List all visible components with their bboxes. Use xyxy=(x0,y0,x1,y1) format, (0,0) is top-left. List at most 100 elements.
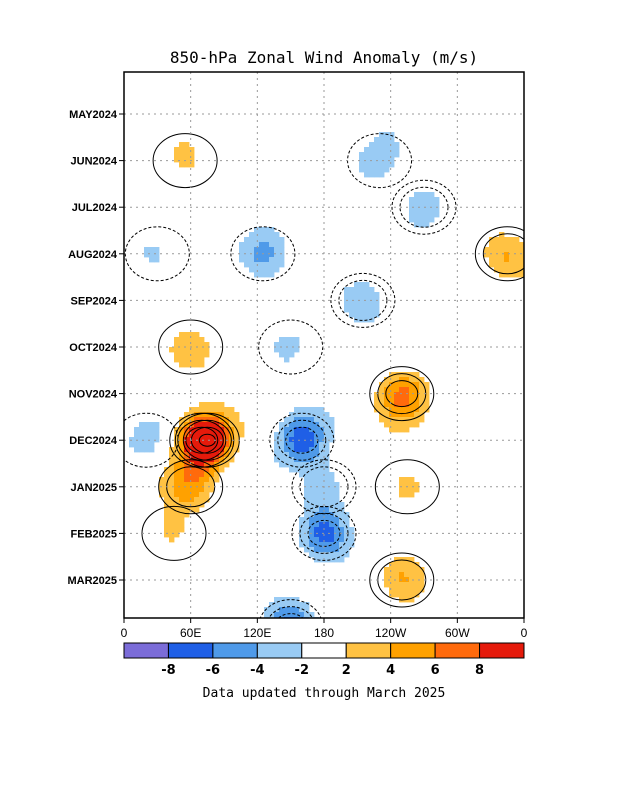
anomaly-cell xyxy=(184,152,190,158)
anomaly-cell xyxy=(274,262,280,268)
anomaly-cell xyxy=(314,407,320,413)
anomaly-cell xyxy=(319,527,325,533)
anomaly-cell xyxy=(404,592,410,598)
anomaly-cell xyxy=(354,287,360,293)
anomaly-cell xyxy=(234,447,240,453)
anomaly-cell xyxy=(264,227,270,233)
anomaly-cell xyxy=(394,392,400,398)
anomaly-cell xyxy=(344,297,350,303)
anomaly-cell xyxy=(249,262,255,268)
anomaly-cell xyxy=(279,237,285,243)
anomaly-cell xyxy=(389,412,395,418)
anomaly-cell xyxy=(374,162,380,168)
anomaly-cell xyxy=(404,557,410,563)
anomaly-cell xyxy=(364,157,370,163)
anomaly-cell xyxy=(309,512,315,518)
anomaly-cell xyxy=(214,447,220,453)
anomaly-cell xyxy=(289,432,295,438)
contour-line xyxy=(230,226,296,282)
anomaly-cell xyxy=(384,412,390,418)
anomaly-cell xyxy=(419,202,425,208)
anomaly-cell xyxy=(264,237,270,243)
anomaly-cell xyxy=(209,417,215,423)
anomaly-cell xyxy=(284,457,290,463)
anomaly-cell xyxy=(329,492,335,498)
anomaly-cell xyxy=(314,457,320,463)
anomaly-cell xyxy=(279,247,285,253)
anomaly-cell xyxy=(184,512,190,518)
anomaly-cell xyxy=(304,502,310,508)
anomaly-cell xyxy=(504,237,510,243)
anomaly-cell xyxy=(329,487,335,493)
anomaly-cell xyxy=(374,302,380,308)
anomaly-cell xyxy=(204,447,210,453)
anomaly-cell xyxy=(304,492,310,498)
anomaly-cell xyxy=(354,302,360,308)
anomaly-cell xyxy=(324,517,330,523)
anomaly-cell xyxy=(324,557,330,563)
anomaly-cell xyxy=(389,392,395,398)
anomaly-cell xyxy=(389,407,395,413)
anomaly-cell xyxy=(304,477,310,483)
anomaly-cell xyxy=(149,437,155,443)
anomaly-cell xyxy=(399,477,405,483)
anomaly-cell xyxy=(354,312,360,318)
anomaly-cell xyxy=(389,402,395,408)
anomaly-cell xyxy=(404,377,410,383)
anomaly-cell xyxy=(409,197,415,203)
anomaly-cell xyxy=(349,307,355,313)
anomaly-cell xyxy=(169,522,175,528)
anomaly-cell xyxy=(274,242,280,248)
anomaly-cell xyxy=(219,412,225,418)
anomaly-cell xyxy=(164,527,170,533)
anomaly-cell xyxy=(304,407,310,413)
anomaly-cell xyxy=(364,302,370,308)
anomaly-cell xyxy=(294,342,300,348)
anomaly-cell xyxy=(344,512,350,518)
anomaly-cell xyxy=(169,507,175,513)
anomaly-cell xyxy=(294,427,300,433)
anomaly-cell xyxy=(289,462,295,468)
anomaly-cell xyxy=(329,522,335,528)
anomaly-cell xyxy=(209,452,215,458)
anomaly-cell xyxy=(294,607,300,613)
anomaly-cell xyxy=(509,267,515,273)
anomaly-cell xyxy=(199,337,205,343)
anomaly-cell xyxy=(174,507,180,513)
anomaly-cell xyxy=(219,417,225,423)
anomaly-cell xyxy=(259,252,265,258)
anomaly-cell xyxy=(399,492,405,498)
anomaly-cell xyxy=(164,532,170,538)
anomaly-cell xyxy=(379,407,385,413)
anomaly-cell xyxy=(494,247,500,253)
anomaly-cell xyxy=(159,492,165,498)
anomaly-cell xyxy=(174,477,180,483)
anomaly-cell xyxy=(189,362,195,368)
anomaly-cell xyxy=(314,442,320,448)
anomaly-cell xyxy=(424,387,430,393)
anomaly-cell xyxy=(364,147,370,153)
anomaly-cell xyxy=(244,252,250,258)
anomaly-cell xyxy=(404,492,410,498)
anomaly-cell xyxy=(289,442,295,448)
anomaly-cell xyxy=(294,612,300,618)
anomaly-cell xyxy=(239,252,245,258)
anomaly-cell xyxy=(309,447,315,453)
anomaly-cell xyxy=(199,412,205,418)
anomaly-cell xyxy=(299,522,305,528)
anomaly-cell xyxy=(274,442,280,448)
anomaly-cell xyxy=(339,537,345,543)
anomaly-cell xyxy=(199,347,205,353)
anomaly-cell xyxy=(409,572,415,578)
anomaly-cell xyxy=(394,577,400,583)
x-axis: 0 60E 120E 180 120W 60W 0 xyxy=(121,618,528,640)
anomaly-cell xyxy=(389,152,395,158)
anomaly-cell xyxy=(409,387,415,393)
anomaly-cell xyxy=(304,432,310,438)
anomaly-cell xyxy=(199,342,205,348)
anomaly-cell xyxy=(189,507,195,513)
anomaly-cell xyxy=(309,462,315,468)
anomaly-cell xyxy=(394,402,400,408)
anomaly-cell xyxy=(309,517,315,523)
